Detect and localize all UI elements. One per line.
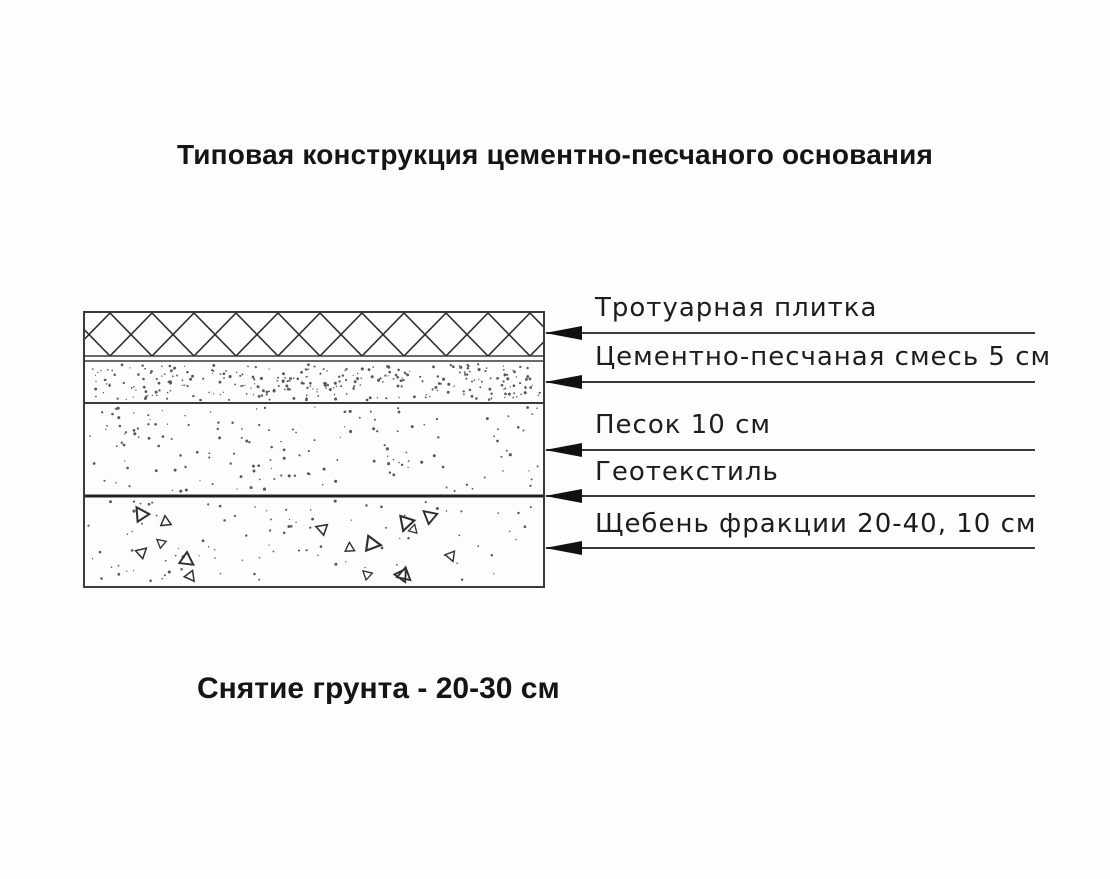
arrowhead-icon <box>545 443 582 457</box>
callout-label-geotextile: Геотекстиль <box>595 457 779 487</box>
leader-line-geotextile <box>546 495 1035 497</box>
layer-gravel-stipple <box>87 499 532 582</box>
leader-line-cement-sand <box>546 381 1035 383</box>
section-border <box>83 311 545 588</box>
callout-label-sand: Песок 10 см <box>595 410 771 440</box>
arrowhead-icon <box>545 489 582 503</box>
callout-label-gravel: Щебень фракции 20-40, 10 см <box>595 509 1037 539</box>
arrowhead-icon <box>545 375 582 389</box>
callout-label-paving-tile: Тротуарная плитка <box>595 293 878 323</box>
layer-sand-stipple <box>89 406 539 493</box>
leader-line-gravel <box>546 547 1035 549</box>
callout-label-cement-sand: Цементно-песчаная смесь 5 см <box>595 342 1052 372</box>
arrowhead-icon <box>545 326 582 340</box>
layer-gravel-stones <box>134 505 456 584</box>
leader-line-paving-tile <box>546 332 1035 334</box>
cross-section-drawing <box>83 311 545 588</box>
layer-paving-tile <box>84 313 544 356</box>
page-title: Типовая конструкция цементно-песчаного о… <box>176 139 934 170</box>
arrowhead-icon <box>545 541 582 555</box>
leader-line-sand <box>546 449 1035 451</box>
footer-note: Снятие грунта - 20-30 см <box>197 672 560 705</box>
layer-cement-sand-stipple <box>91 363 541 402</box>
